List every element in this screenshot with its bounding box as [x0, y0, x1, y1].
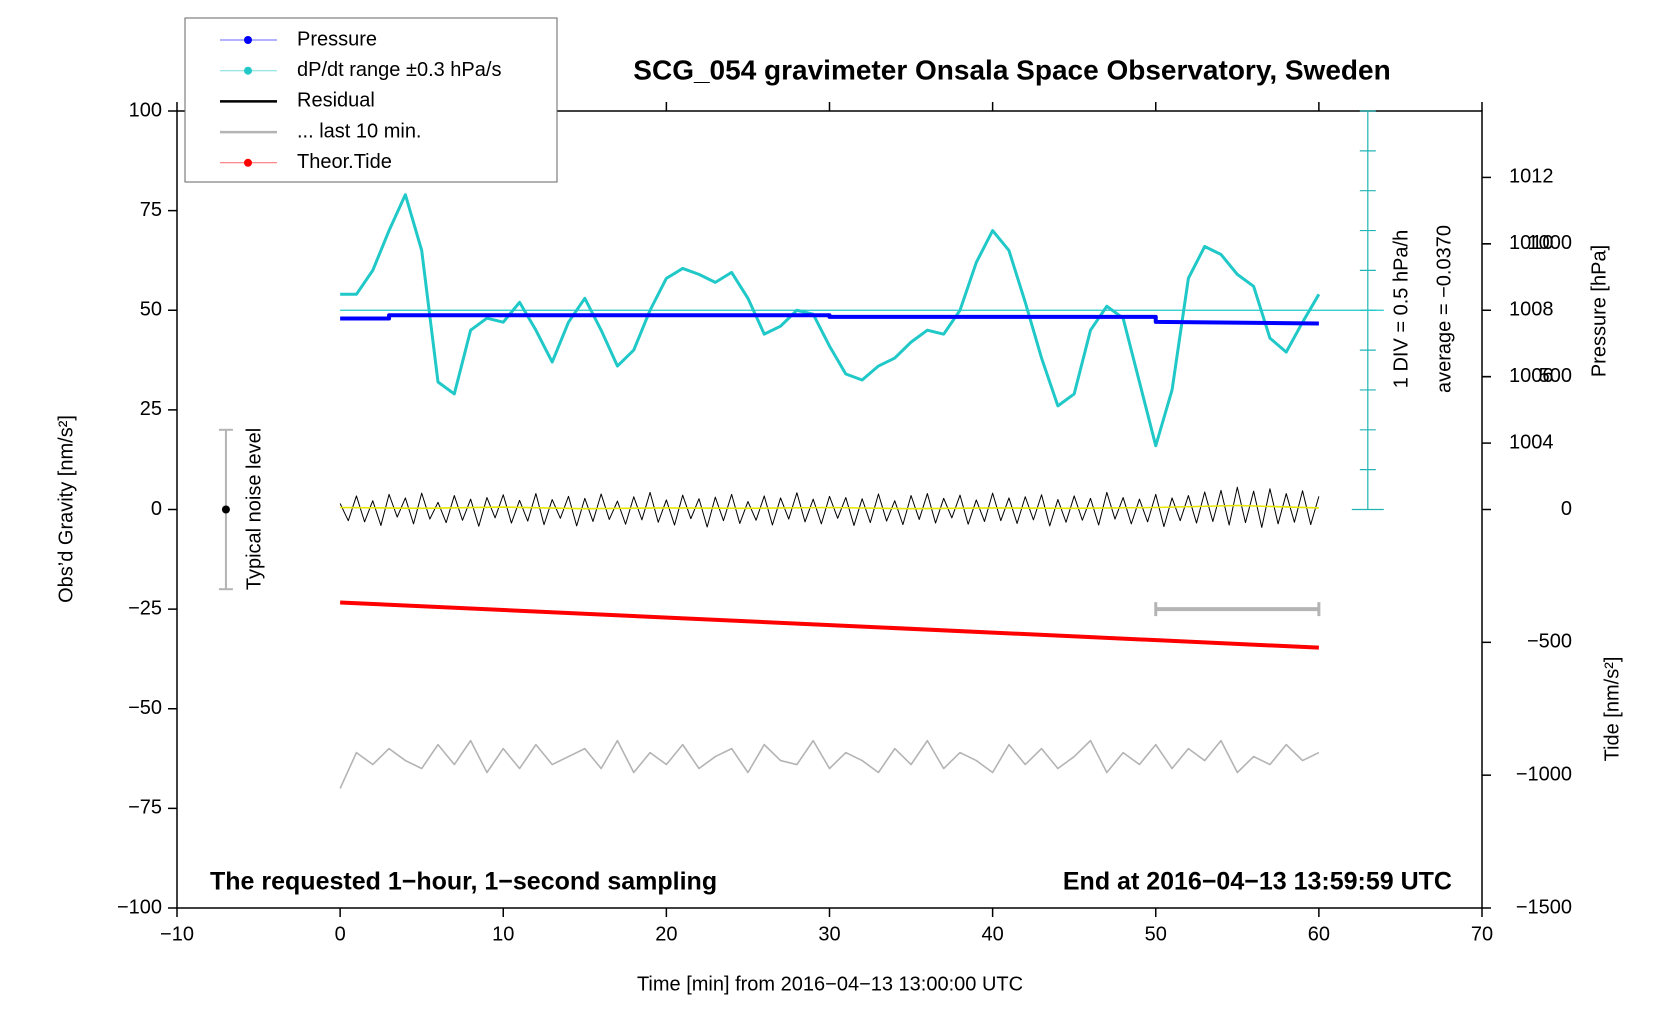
chart-title: SCG_054 gravimeter Onsala Space Observat…	[633, 54, 1390, 85]
x-tick-label: 50	[1145, 923, 1167, 945]
dpdt-average-label: average = −0.0370	[1433, 225, 1455, 393]
y3-tick-label: 1000	[1528, 232, 1573, 254]
dpdt-scale-label: 1 DIV = 0.5 hPa/h	[1390, 230, 1412, 388]
legend-marker	[244, 158, 252, 167]
y-tick-label: 25	[140, 398, 162, 420]
series-line	[340, 193, 1321, 448]
y2-tick-label: 1012	[1509, 166, 1554, 188]
x-axis-label: Time [min] from 2016−04−13 13:00:00 UTC	[637, 973, 1023, 995]
x-tick-label: 70	[1471, 923, 1493, 945]
legend-marker	[244, 66, 252, 75]
series-line	[340, 313, 1319, 326]
legend-label: Residual	[297, 90, 375, 112]
y2-tick-label: 1004	[1509, 431, 1554, 453]
x-tick-label: 0	[335, 923, 346, 945]
note-left: The requested 1−hour, 1−second sampling	[210, 868, 717, 896]
legend-label: ... last 10 min.	[297, 120, 422, 142]
note-right: End at 2016−04−13 13:59:59 UTC	[1063, 868, 1452, 896]
y3-tick-label: −1500	[1516, 896, 1572, 918]
y-tick-label: 50	[140, 299, 162, 321]
y3-tick-label: −1000	[1516, 763, 1572, 785]
x-tick-label: 60	[1308, 923, 1330, 945]
y3-tick-label: 500	[1539, 365, 1572, 387]
legend-box	[184, 17, 558, 183]
y2-tick-label: 1008	[1509, 299, 1554, 321]
legend-label: Theor.Tide	[297, 151, 392, 173]
series-line	[339, 486, 1320, 528]
legend-label: dP/dt range ±0.3 hPa/s	[297, 59, 501, 81]
y3-tick-label: 0	[1561, 498, 1572, 520]
y-tick-label: −100	[117, 896, 162, 918]
x-tick-label: 40	[982, 923, 1004, 945]
x-tick-label: 10	[492, 923, 514, 945]
y-tick-label: 0	[151, 498, 162, 520]
series-line	[339, 739, 1320, 789]
y-axis-label: Obs’d Gravity [nm/s²]	[55, 415, 77, 603]
x-tick-label: −10	[160, 923, 194, 945]
legend: Pressure dP/dt range ±0.3 hPa/s Residual..…	[184, 17, 558, 183]
y-tick-label: 75	[140, 199, 162, 221]
legend-label: Pressure	[297, 28, 377, 50]
x-tick-label: 30	[818, 923, 840, 945]
y-tick-label: −75	[128, 797, 162, 819]
y-tick-label: −50	[128, 697, 162, 719]
noise-label: Typical noise level	[243, 428, 265, 590]
y2-tick-label: 1010	[1509, 232, 1554, 254]
y-tick-label: −25	[128, 597, 162, 619]
y-tick-label: 100	[129, 99, 162, 121]
y3-axis-label: Tide [nm/s²]	[1601, 657, 1623, 762]
noise-center	[221, 505, 230, 514]
y3-tick-label: −500	[1527, 631, 1572, 653]
x-tick-label: 20	[655, 923, 677, 945]
series-line	[340, 600, 1319, 650]
plot-frame	[176, 110, 1483, 909]
legend-marker	[244, 36, 252, 44]
y2-axis-label: Pressure [hPa]	[1588, 245, 1610, 377]
series-line	[340, 504, 1319, 510]
y2-tick-label: 1006	[1509, 365, 1554, 387]
